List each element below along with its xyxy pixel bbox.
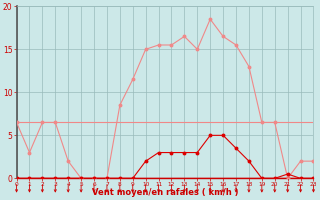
X-axis label: Vent moyen/en rafales ( km/h ): Vent moyen/en rafales ( km/h )	[92, 188, 238, 197]
